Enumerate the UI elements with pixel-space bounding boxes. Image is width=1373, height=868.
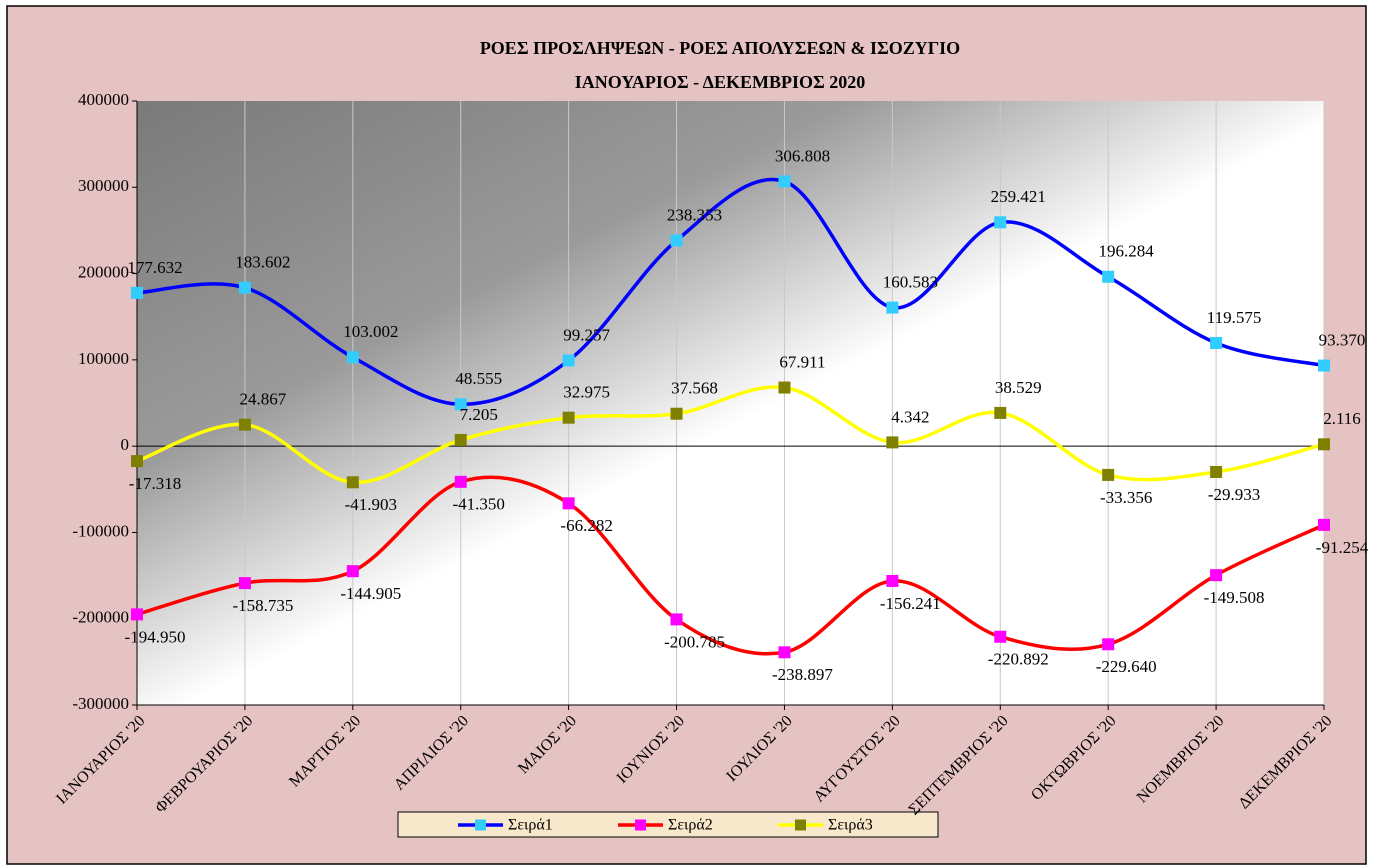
marker bbox=[1318, 438, 1330, 451]
marker bbox=[886, 436, 899, 449]
marker bbox=[346, 476, 359, 489]
data-label: 38.529 bbox=[995, 378, 1042, 397]
chart-title: ΙΑΝΟΥΑΡΙΟΣ - ΔΕΚΕΜΒΡΙΟΣ 2020 bbox=[575, 72, 865, 92]
marker bbox=[994, 630, 1007, 643]
marker bbox=[1210, 336, 1223, 349]
data-label: 99.257 bbox=[563, 325, 610, 344]
marker bbox=[238, 577, 251, 590]
legend-marker bbox=[795, 819, 806, 831]
data-label: 4.342 bbox=[891, 407, 929, 426]
data-label: 119.575 bbox=[1207, 308, 1262, 327]
marker bbox=[1210, 465, 1223, 478]
data-label: -33.356 bbox=[1100, 488, 1152, 507]
data-label: -91.254 bbox=[1316, 538, 1369, 557]
data-label: -66.282 bbox=[560, 516, 612, 535]
data-label: -220.892 bbox=[988, 650, 1049, 669]
marker bbox=[1318, 518, 1330, 531]
legend-label: Σειρά1 bbox=[508, 817, 553, 834]
marker bbox=[670, 407, 683, 420]
data-label: 183.602 bbox=[235, 253, 290, 272]
plot-area bbox=[137, 101, 1324, 705]
marker bbox=[1318, 359, 1330, 372]
data-label: -200.785 bbox=[664, 632, 725, 651]
data-label: -149.508 bbox=[1204, 588, 1265, 607]
marker bbox=[131, 286, 143, 299]
marker bbox=[1102, 468, 1115, 481]
data-label: -158.735 bbox=[232, 596, 293, 615]
y-tick-label: 200000 bbox=[78, 262, 129, 281]
y-tick-label: 0 bbox=[121, 435, 130, 454]
data-label: 67.911 bbox=[779, 352, 825, 371]
data-label: -41.350 bbox=[453, 495, 505, 514]
data-label: 238.353 bbox=[667, 205, 722, 224]
y-tick-label: 100000 bbox=[78, 349, 129, 368]
marker bbox=[778, 381, 791, 394]
marker bbox=[238, 418, 251, 431]
data-label: 48.555 bbox=[455, 369, 502, 388]
data-label: 160.583 bbox=[883, 272, 938, 291]
data-label: -17.318 bbox=[129, 474, 181, 493]
marker bbox=[454, 433, 467, 446]
marker bbox=[994, 406, 1007, 419]
marker bbox=[346, 565, 359, 578]
y-tick-label: 300000 bbox=[78, 176, 129, 195]
data-label: -229.640 bbox=[1096, 657, 1157, 676]
data-label: 306.808 bbox=[775, 146, 830, 165]
marker bbox=[454, 398, 467, 411]
marker bbox=[886, 301, 899, 314]
marker bbox=[886, 574, 899, 587]
data-label: 103.002 bbox=[343, 322, 398, 341]
data-label: 32.975 bbox=[563, 383, 610, 402]
marker bbox=[778, 175, 791, 188]
marker bbox=[994, 216, 1007, 229]
marker bbox=[562, 411, 575, 424]
chart-title: ΡΟΕΣ ΠΡΟΣΛΗΨΕΩΝ - ΡΟΕΣ ΑΠΟΛΥΣΕΩΝ & ΙΣΟΖΥ… bbox=[480, 38, 960, 58]
y-tick-label: -300000 bbox=[72, 694, 129, 713]
data-label: -238.897 bbox=[772, 665, 833, 684]
legend-label: Σειρά3 bbox=[828, 817, 873, 834]
y-tick-label: -200000 bbox=[72, 608, 129, 627]
legend-marker bbox=[635, 819, 646, 831]
marker bbox=[562, 497, 575, 510]
marker bbox=[454, 475, 467, 488]
data-label: 24.867 bbox=[240, 390, 287, 409]
marker bbox=[670, 613, 683, 626]
marker bbox=[670, 234, 683, 247]
data-label: -194.950 bbox=[125, 627, 186, 646]
data-label: 2.116 bbox=[1323, 409, 1361, 428]
marker bbox=[131, 608, 143, 621]
data-label: 37.568 bbox=[671, 379, 718, 398]
marker bbox=[778, 646, 791, 659]
marker bbox=[562, 354, 575, 367]
data-label: -144.905 bbox=[340, 584, 401, 603]
marker bbox=[1210, 569, 1223, 582]
legend-label: Σειρά2 bbox=[668, 817, 713, 834]
marker bbox=[346, 351, 359, 364]
data-label: -156.241 bbox=[880, 594, 941, 613]
data-label: -41.903 bbox=[345, 495, 397, 514]
marker bbox=[238, 281, 251, 294]
y-tick-label: -100000 bbox=[72, 521, 129, 540]
legend-marker bbox=[475, 819, 486, 831]
data-label: 7.205 bbox=[460, 405, 498, 424]
data-label: 196.284 bbox=[1099, 242, 1155, 261]
y-tick-label: 400000 bbox=[78, 90, 129, 109]
marker bbox=[131, 455, 143, 468]
data-label: 177.632 bbox=[127, 258, 182, 277]
data-label: 93.370 bbox=[1319, 330, 1366, 349]
marker bbox=[1102, 270, 1115, 283]
data-label: 259.421 bbox=[991, 187, 1046, 206]
marker bbox=[1102, 638, 1115, 651]
data-label: -29.933 bbox=[1208, 485, 1260, 504]
